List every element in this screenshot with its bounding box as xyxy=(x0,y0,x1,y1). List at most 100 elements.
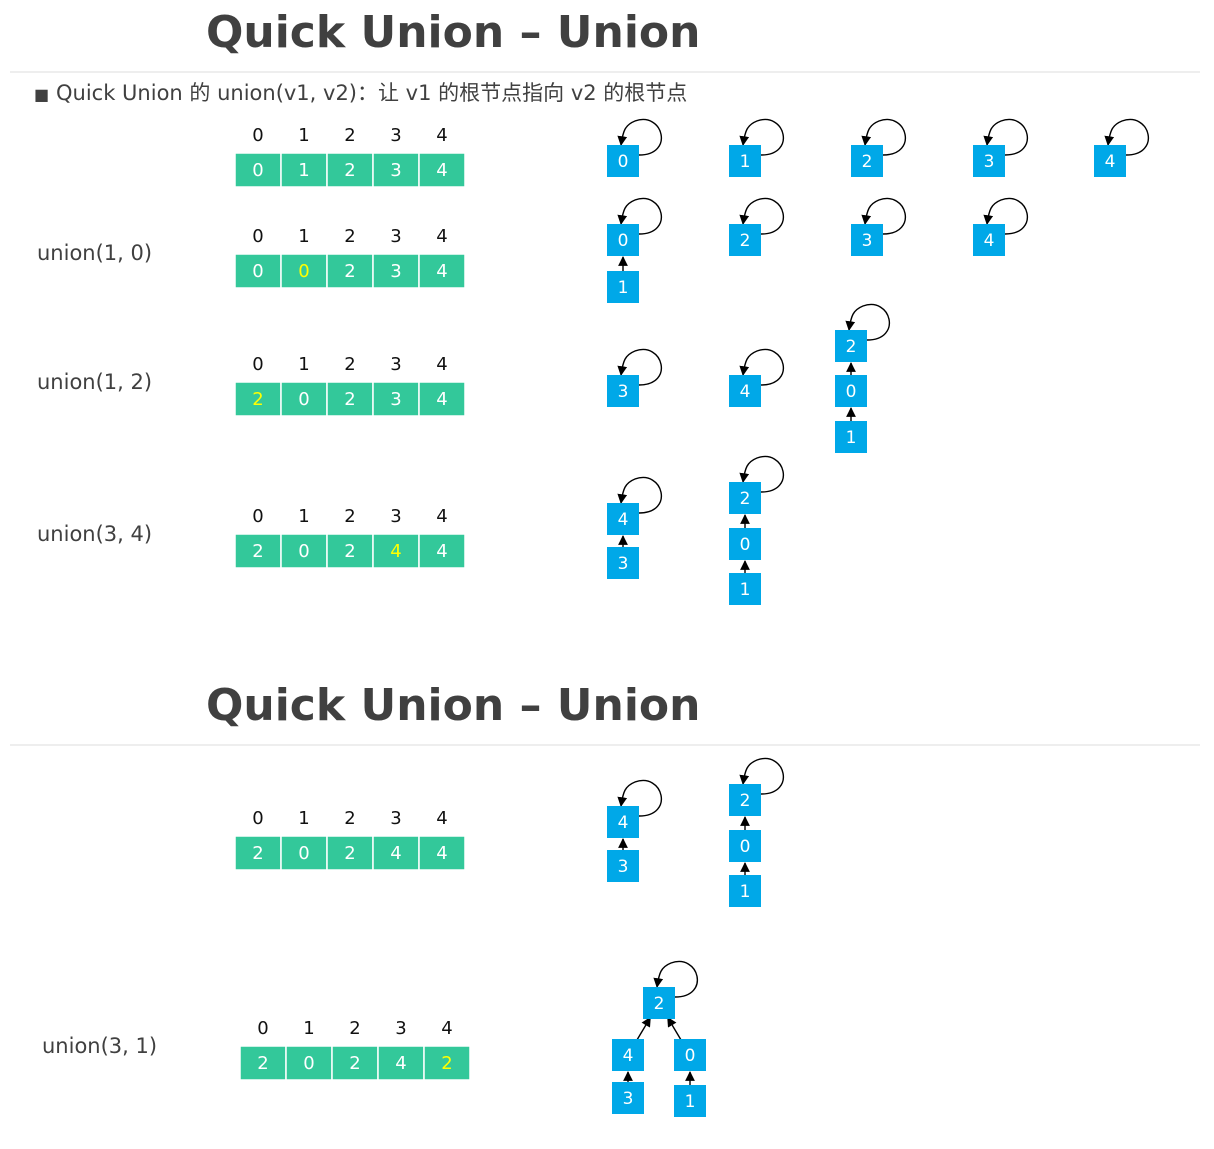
array-index-label: 0 xyxy=(252,808,263,829)
array-index-label: 4 xyxy=(436,226,447,247)
array-index-label: 1 xyxy=(298,506,309,527)
array-value: 4 xyxy=(436,843,447,864)
tree-node-label: 2 xyxy=(654,994,665,1014)
tree-node-label: 2 xyxy=(862,152,873,172)
array-index-label: 3 xyxy=(390,226,401,247)
array-index-label: 2 xyxy=(344,808,355,829)
array-index-label: 3 xyxy=(390,506,401,527)
tree-node-label: 0 xyxy=(618,152,629,172)
tree-node-label: 1 xyxy=(740,882,751,902)
array-index-label: 1 xyxy=(303,1018,314,1039)
tree-node-label: 4 xyxy=(984,231,995,251)
tree-node xyxy=(674,1039,706,1071)
tree-node xyxy=(607,850,639,882)
array-value: 0 xyxy=(298,541,309,562)
array-cell xyxy=(326,381,374,417)
tree-node xyxy=(729,784,761,816)
array-index-label: 3 xyxy=(395,1018,406,1039)
array-index-label: 2 xyxy=(349,1018,360,1039)
tree-node-label: 4 xyxy=(618,813,629,833)
tree-node xyxy=(729,528,761,560)
array-index-label: 1 xyxy=(298,354,309,375)
tree-node-label: 1 xyxy=(685,1092,696,1112)
array-index-label: 0 xyxy=(252,506,263,527)
array-index-label: 4 xyxy=(436,808,447,829)
array-cell xyxy=(280,253,328,289)
step-union-1-2: union(1, 2) 0 1 2 3 4 2 0 2 3 4 3 4 2 0 1 xyxy=(37,303,891,453)
array-value: 1 xyxy=(298,160,309,181)
tree-node xyxy=(607,806,639,838)
tree-node-label: 3 xyxy=(984,152,995,172)
tree-node xyxy=(729,224,761,256)
array-index-label: 1 xyxy=(298,226,309,247)
array-cell xyxy=(234,253,282,289)
array-cell xyxy=(418,253,466,289)
array-index-label: 2 xyxy=(344,354,355,375)
tree-node-label: 3 xyxy=(862,231,873,251)
slide1-bullet: ■ xyxy=(34,85,49,104)
array-index-label: 3 xyxy=(390,808,401,829)
array-index-label: 1 xyxy=(298,125,309,146)
tree-node-label: 3 xyxy=(623,1089,634,1109)
array-value: 4 xyxy=(395,1053,406,1074)
step-current: 0 1 2 3 4 2 0 2 4 4 4 3 2 0 1 xyxy=(234,757,785,907)
tree-node xyxy=(607,145,639,177)
self-loop-arrow xyxy=(983,118,1029,156)
tree-node xyxy=(729,375,761,407)
array-value: 0 xyxy=(303,1053,314,1074)
array-index-label: 4 xyxy=(436,506,447,527)
array-cell xyxy=(239,1045,287,1081)
self-loop-arrow xyxy=(617,197,663,235)
tree-node xyxy=(607,271,639,303)
tree-node-label: 0 xyxy=(685,1046,696,1066)
array-value: 0 xyxy=(252,160,263,181)
self-loop-arrow xyxy=(983,197,1029,235)
array-value: 4 xyxy=(390,541,401,562)
tree-node xyxy=(835,330,867,362)
tree-node xyxy=(729,145,761,177)
operation-label: union(3, 1) xyxy=(42,1034,157,1058)
array-index-label: 4 xyxy=(436,125,447,146)
tree-node-label: 4 xyxy=(623,1046,634,1066)
array-value: 2 xyxy=(252,541,263,562)
tree-node xyxy=(729,573,761,605)
self-loop-arrow xyxy=(739,757,785,795)
array-index-label: 2 xyxy=(344,506,355,527)
tree-node xyxy=(607,375,639,407)
self-loop-arrow xyxy=(861,197,907,235)
tree-node-label: 1 xyxy=(846,428,857,448)
array-index-label: 0 xyxy=(252,354,263,375)
self-loop-arrow xyxy=(739,455,785,493)
array-value: 4 xyxy=(436,389,447,410)
array-cell xyxy=(377,1045,425,1081)
array-cell xyxy=(326,253,374,289)
array-cell xyxy=(418,533,466,569)
array-value: 2 xyxy=(344,843,355,864)
tree-node xyxy=(612,1039,644,1071)
self-loop-arrow xyxy=(739,348,785,386)
tree-node-label: 4 xyxy=(1105,152,1116,172)
tree-node-label: 1 xyxy=(740,580,751,600)
tree-node-label: 2 xyxy=(740,791,751,811)
array-index-label: 4 xyxy=(436,354,447,375)
array-index-label: 4 xyxy=(441,1018,452,1039)
tree-node-label: 3 xyxy=(618,554,629,574)
tree-node-label: 3 xyxy=(618,857,629,877)
array-value: 0 xyxy=(298,389,309,410)
tree-node-label: 0 xyxy=(618,231,629,251)
array-value: 3 xyxy=(390,389,401,410)
array-cell xyxy=(418,381,466,417)
tree-node xyxy=(729,830,761,862)
array-value: 4 xyxy=(436,541,447,562)
tree-node-label: 3 xyxy=(618,382,629,402)
array-value: 2 xyxy=(252,389,263,410)
array-cell xyxy=(326,152,374,188)
array-cell xyxy=(331,1045,379,1081)
tree-node xyxy=(729,482,761,514)
array-value: 0 xyxy=(252,261,263,282)
self-loop-arrow xyxy=(617,779,663,817)
self-loop-arrow xyxy=(653,960,699,998)
tree-node xyxy=(835,375,867,407)
array-cell xyxy=(234,835,282,871)
